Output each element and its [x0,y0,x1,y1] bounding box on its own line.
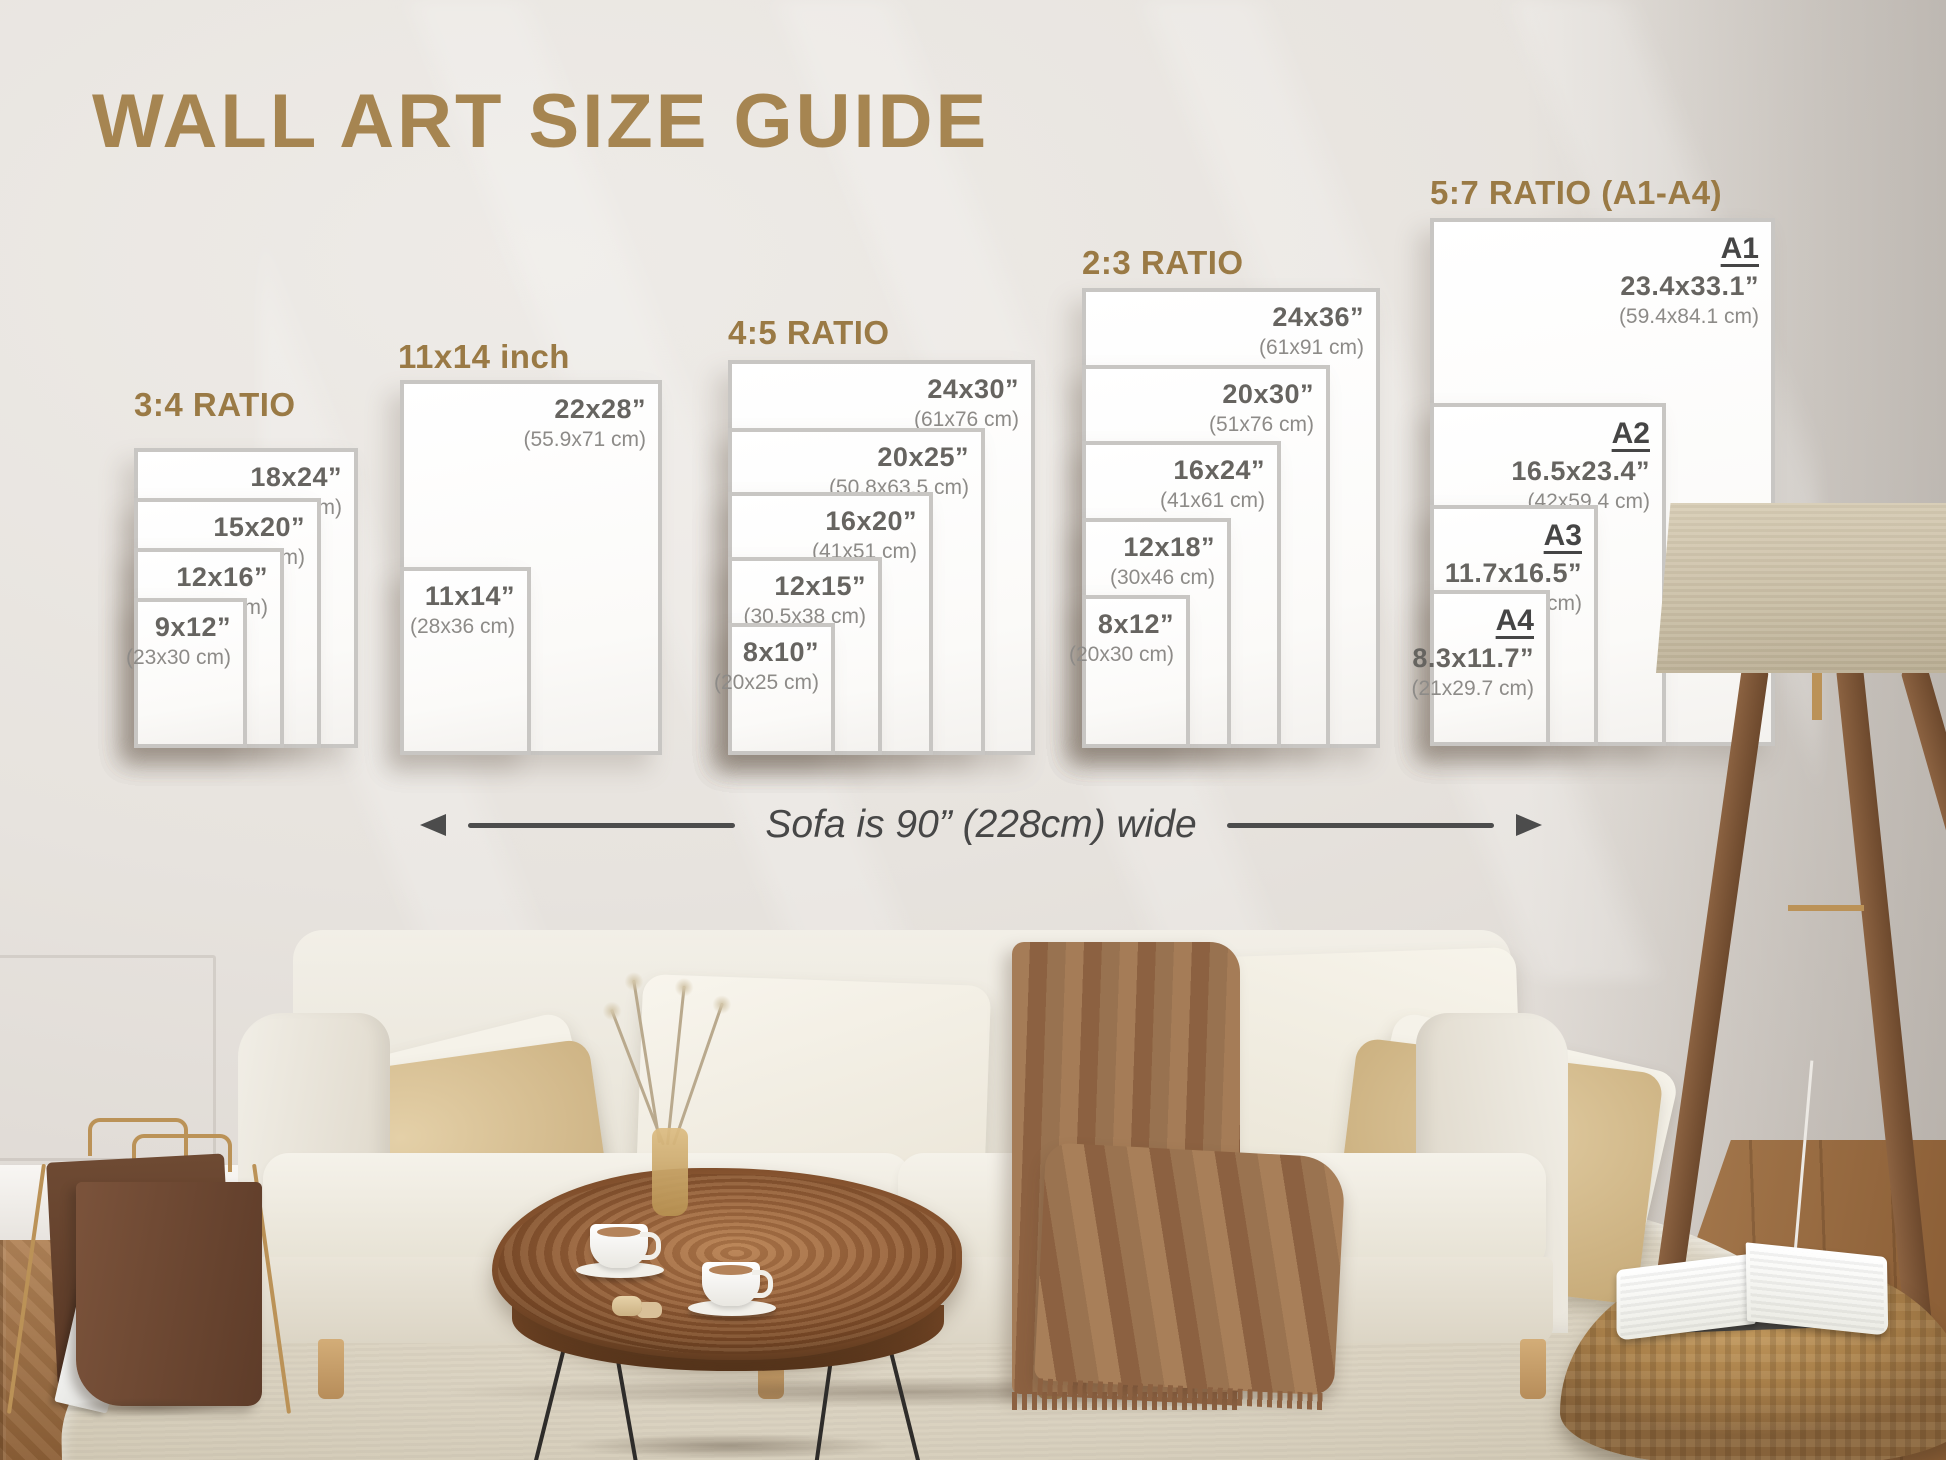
book-page-right [1745,1242,1889,1336]
frame-8x12: 8x12” (20x30 cm) [1069,595,1190,748]
sofa-width-label: Sofa is 90” (228cm) wide [765,803,1197,846]
frame-size-label: 9x12” [154,612,231,642]
arrow-line [1226,822,1494,828]
frame-cm-label: (23x30 cm) [125,646,231,669]
frame-size-label: 20x30” [1222,379,1314,409]
frame-cm-label: (30x46 cm) [1109,566,1215,589]
frame-cm-label: (20x25 cm) [713,671,819,694]
frame-a-name: A3 [1543,519,1582,552]
frame-a-name: A4 [1495,604,1534,637]
frame-size-label: 22x28” [554,394,646,424]
frame-8x10: 8x10” (20x25 cm) [714,623,835,755]
frame-size-label: 11x14” [424,581,515,611]
frame-size-label: 16x24” [1173,455,1265,485]
frame-size-label: 24x30” [927,374,1019,404]
frame-size-label: 12x18” [1123,532,1215,562]
arrow-right-head-icon [1516,814,1542,836]
frame-cm-label: (28x36 cm) [409,615,515,638]
rack-leather-sling-front [76,1182,262,1406]
frame-size-label: 18x24” [250,462,342,492]
frame-cm-label: (21x29.7 cm) [1411,677,1534,700]
group-heading-4-5-ratio: 4:5 RATIO [728,314,890,351]
frame-cm-label: (20x30 cm) [1068,643,1174,666]
saucer [688,1300,776,1316]
rack-handle [132,1134,232,1172]
frame-cm-label: (61x91 cm) [1258,336,1364,359]
coffee-cup [702,1262,773,1306]
frame-size-label: 12x16” [176,562,268,592]
group-heading-5-7-ratio: 5:7 RATIO (A1-A4) [1430,174,1723,211]
frame-size-label: 24x36” [1272,302,1364,332]
lamp-stem [1812,640,1822,720]
arrow-left-head-icon [420,814,446,836]
frame-cm-label: (51x76 cm) [1208,413,1314,436]
frame-size-label: 8x10” [742,637,819,667]
arrow-line [468,822,736,828]
lamp-shade [1656,503,1946,673]
frame-a4: A4 8.3x11.7” (21x29.7 cm) [1411,590,1550,746]
sofa-leg [318,1339,344,1399]
frame-size-label: 23.4x33.1” [1620,271,1759,301]
frame-size-label: 16.5x23.4” [1511,456,1650,486]
magazine-rack: DESIGN [6,1118,292,1420]
macaron-cookies [612,1296,642,1316]
page-title: WALL ART SIZE GUIDE [92,79,990,164]
throw-blanket-seat [1033,1142,1347,1396]
frame-a-name: A1 [1720,232,1759,265]
frame-11x14: 11x14” (28x36 cm) [400,567,531,755]
frame-cm-label: (59.4x84.1 cm) [1618,305,1759,328]
coffee-cup [590,1224,661,1268]
saucer [576,1262,664,1278]
frame-cm-label: (61x76 cm) [913,408,1019,431]
group-heading-2-3-ratio: 2:3 RATIO [1082,244,1244,281]
frame-cm-label: (30.5x38 cm) [743,605,866,628]
sofa-width-annotation: Sofa is 90” (228cm) wide [420,803,1542,847]
group-heading-11x14-inch: 11x14 inch [398,338,570,375]
frame-cm-label: (55.9x71 cm) [523,428,646,451]
frame-size-label: 11.7x16.5” [1444,558,1582,588]
group-heading-3-4-ratio: 3:4 RATIO [134,386,296,423]
frame-size-label: 8x12” [1097,609,1174,639]
frame-9x12: 9x12” (23x30 cm) [126,598,247,748]
frame-size-label: 8.3x11.7” [1412,643,1534,673]
table-shadow [500,1428,960,1460]
frame-size-label: 12x15” [774,571,866,601]
frame-size-label: 15x20” [213,512,305,542]
frame-size-label: 20x25” [877,442,969,472]
sofa-leg [1520,1339,1546,1399]
open-book [1616,1242,1890,1344]
frame-a-name: A2 [1611,417,1650,450]
frame-size-label: 16x20” [825,506,917,536]
lamp-brass-brace [1788,905,1864,911]
frame-cm-label: (41x61 cm) [1159,489,1265,512]
flower-vase [652,1128,688,1216]
